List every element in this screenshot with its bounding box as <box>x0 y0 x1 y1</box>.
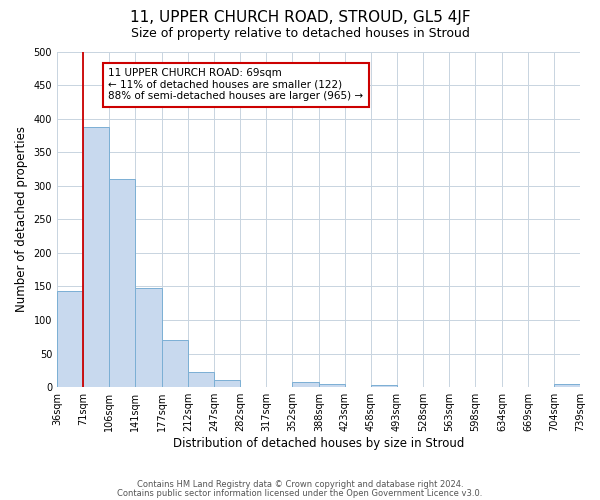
Bar <box>135 288 162 387</box>
X-axis label: Distribution of detached houses by size in Stroud: Distribution of detached houses by size … <box>173 437 464 450</box>
Bar <box>57 290 83 387</box>
Bar <box>83 128 109 387</box>
Text: Contains HM Land Registry data © Crown copyright and database right 2024.: Contains HM Land Registry data © Crown c… <box>137 480 463 489</box>
Bar <box>554 384 580 387</box>
Bar <box>371 384 397 387</box>
Y-axis label: Number of detached properties: Number of detached properties <box>15 126 28 312</box>
Bar <box>188 372 214 387</box>
Text: Size of property relative to detached houses in Stroud: Size of property relative to detached ho… <box>131 28 469 40</box>
Text: 11 UPPER CHURCH ROAD: 69sqm
← 11% of detached houses are smaller (122)
88% of se: 11 UPPER CHURCH ROAD: 69sqm ← 11% of det… <box>109 68 364 102</box>
Bar <box>292 382 319 387</box>
Text: 11, UPPER CHURCH ROAD, STROUD, GL5 4JF: 11, UPPER CHURCH ROAD, STROUD, GL5 4JF <box>130 10 470 25</box>
Bar <box>319 384 345 387</box>
Text: Contains public sector information licensed under the Open Government Licence v3: Contains public sector information licen… <box>118 488 482 498</box>
Bar <box>214 380 240 387</box>
Bar <box>162 340 188 387</box>
Bar <box>109 179 135 387</box>
